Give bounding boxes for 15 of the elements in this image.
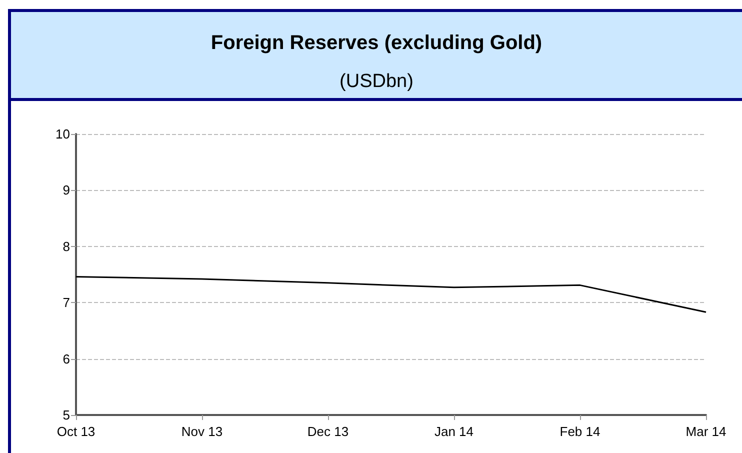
y-tick-label: 10 (56, 126, 70, 142)
x-tick-label: Dec 13 (307, 424, 349, 439)
x-tick-label: Jan 14 (434, 424, 474, 439)
chart-title: Foreign Reserves (excluding Gold) (210, 32, 544, 55)
y-tick-label: 5 (62, 408, 70, 422)
x-tick-label: Feb 14 (560, 424, 600, 439)
y-tick-label: 7 (62, 295, 70, 310)
chart-subtitle: (USDbn) (338, 71, 414, 93)
x-tick-label: Nov 13 (181, 424, 223, 439)
y-tick-label: 8 (62, 238, 70, 254)
x-tick-label: Oct 13 (56, 424, 96, 439)
y-tick-label: 6 (62, 351, 70, 366)
line-series (75, 276, 707, 313)
y-tick-label: 9 (62, 182, 70, 198)
x-tick-label: Mar 14 (686, 424, 726, 439)
